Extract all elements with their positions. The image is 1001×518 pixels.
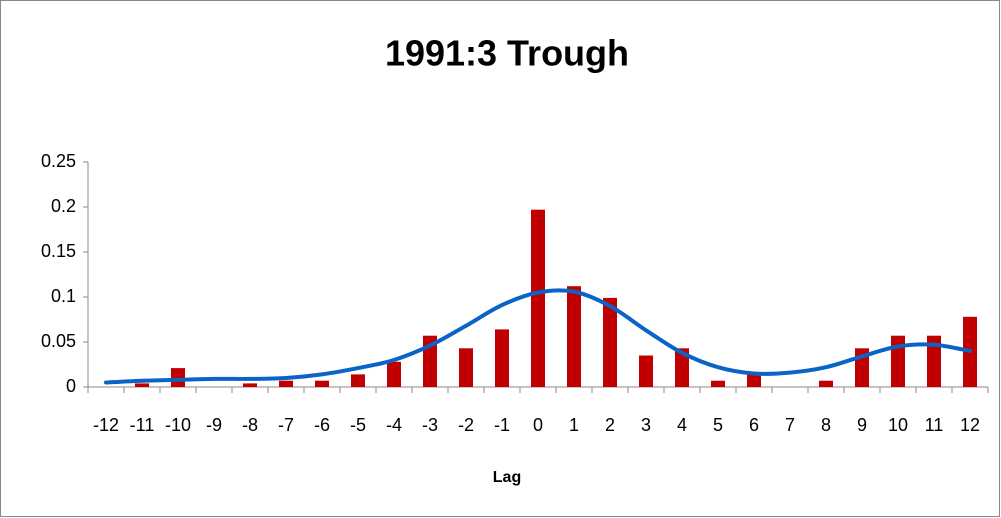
bar	[279, 380, 293, 387]
y-tick-label: 0.25	[41, 151, 76, 171]
bar	[243, 383, 257, 387]
x-tick-label: -10	[165, 415, 191, 435]
bar	[531, 209, 545, 387]
x-tick-label: -6	[314, 415, 330, 435]
bar	[495, 329, 509, 387]
bar	[675, 348, 689, 387]
x-tick-label: -5	[350, 415, 366, 435]
bar	[171, 368, 185, 387]
y-tick-label: 0.05	[41, 331, 76, 351]
chart-title: 1991:3 Trough	[385, 33, 629, 74]
bar	[351, 374, 365, 387]
x-tick-label: -2	[458, 415, 474, 435]
x-tick-label: -12	[93, 415, 119, 435]
bar	[135, 383, 149, 387]
y-tick-label: 0.2	[51, 196, 76, 216]
x-tick-label: 5	[713, 415, 723, 435]
x-tick-label: 4	[677, 415, 687, 435]
x-tick-label: 12	[960, 415, 980, 435]
bar	[927, 335, 941, 387]
x-tick-label: -8	[242, 415, 258, 435]
bar	[315, 380, 329, 387]
x-tick-label: 6	[749, 415, 759, 435]
bar	[639, 355, 653, 387]
bar	[819, 380, 833, 387]
x-tick-label: 3	[641, 415, 651, 435]
x-tick-label: -1	[494, 415, 510, 435]
y-tick-label: 0	[66, 376, 76, 396]
bar	[603, 297, 617, 387]
x-tick-label: 1	[569, 415, 579, 435]
x-axis-title: Lag	[493, 469, 521, 486]
x-tick-label: -4	[386, 415, 402, 435]
bar	[567, 286, 581, 387]
bar	[459, 348, 473, 387]
bar	[747, 374, 761, 387]
x-tick-label: 10	[888, 415, 908, 435]
x-tick-label: -7	[278, 415, 294, 435]
x-tick-label: -3	[422, 415, 438, 435]
x-tick-label: 11	[925, 415, 944, 435]
x-tick-label: -9	[206, 415, 222, 435]
bar	[387, 361, 401, 387]
x-tick-label: 2	[605, 415, 615, 435]
x-tick-label: 9	[857, 415, 867, 435]
bar	[711, 380, 725, 387]
trend-line	[104, 288, 972, 385]
y-tick-label: 0.15	[41, 241, 76, 261]
x-tick-label: 7	[785, 415, 795, 435]
x-tick-label: 8	[821, 415, 831, 435]
x-tick-label: -11	[130, 415, 155, 435]
bar	[891, 335, 905, 387]
y-tick-label: 0.1	[51, 286, 76, 306]
x-tick-label: 0	[533, 415, 543, 435]
